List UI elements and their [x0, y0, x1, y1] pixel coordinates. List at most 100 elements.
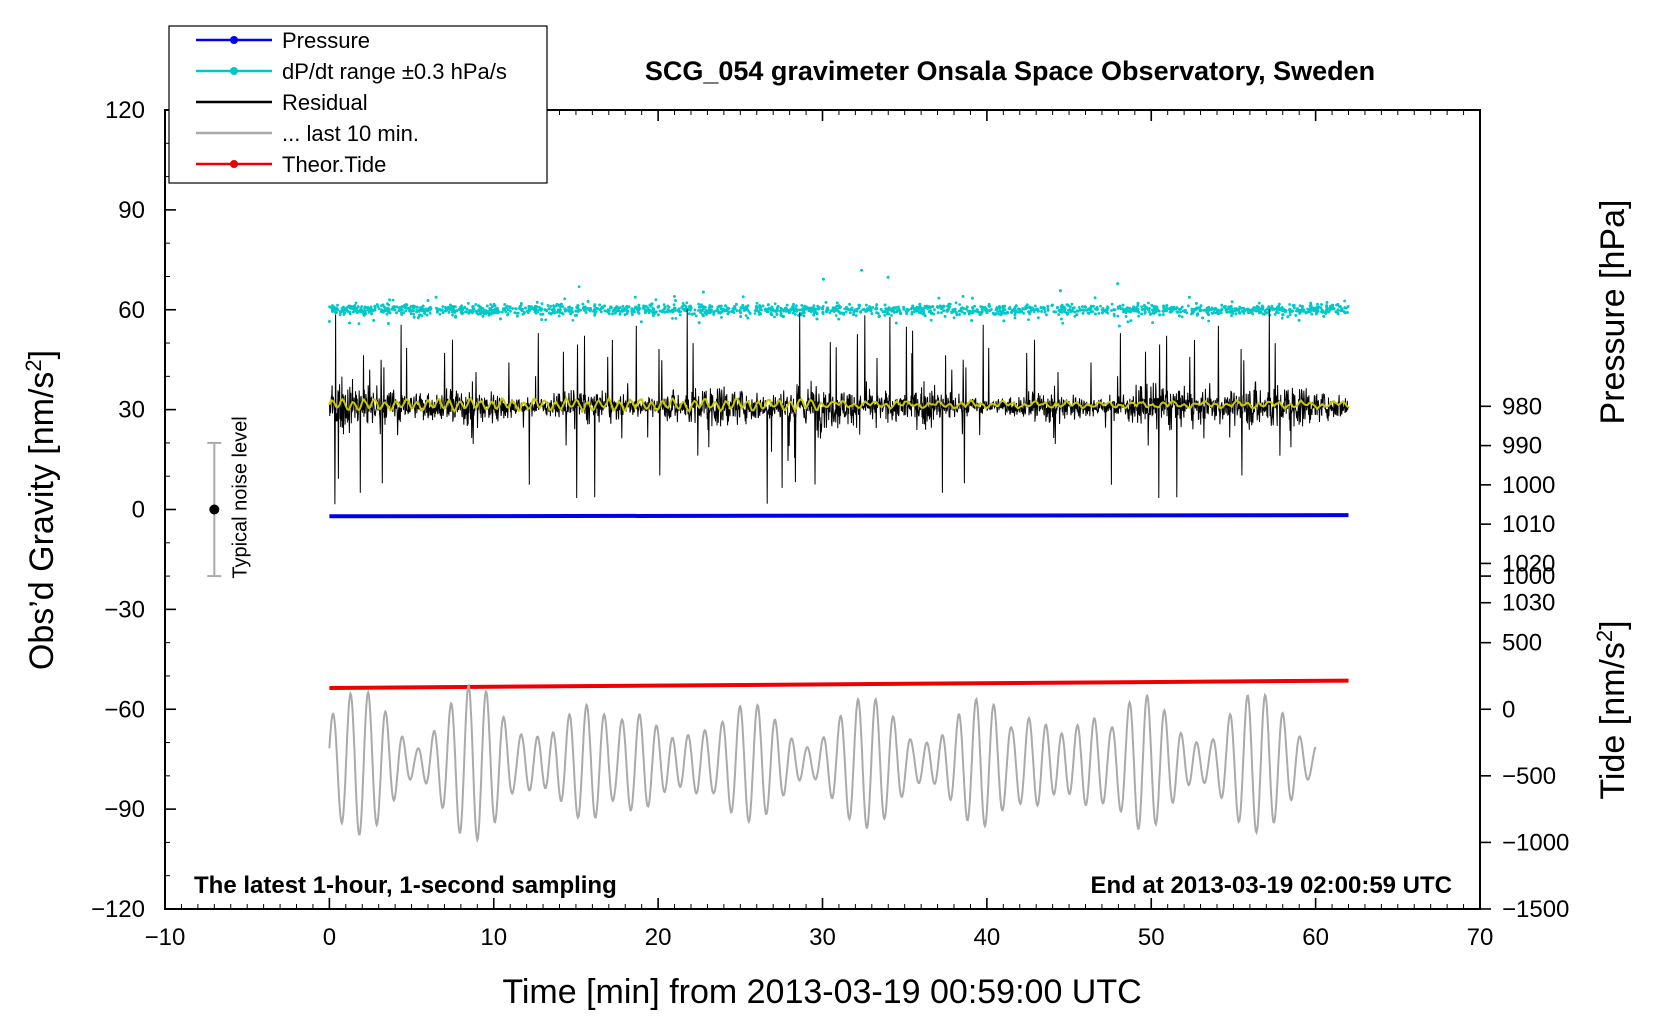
- dpdt-point: [1219, 311, 1223, 315]
- dpdt-point: [652, 314, 655, 318]
- dpdt-point: [656, 305, 660, 309]
- dpdt-point: [450, 306, 454, 309]
- dpdt-point: [971, 306, 974, 309]
- dpdt-point: [1230, 314, 1233, 318]
- dpdt-point: [792, 304, 795, 308]
- dpdt-point: [662, 303, 666, 307]
- dpdt-point: [1059, 308, 1062, 312]
- dpdt-point: [1124, 311, 1128, 315]
- dpdt-point: [504, 306, 508, 310]
- dpdt-point: [670, 308, 674, 312]
- dpdt-point: [1027, 310, 1030, 314]
- dpdt-point: [1212, 308, 1216, 311]
- dpdt-point: [524, 306, 527, 310]
- dpdt-point: [1320, 303, 1323, 306]
- dpdt-point: [569, 312, 573, 316]
- dpdt-point: [596, 307, 599, 311]
- dpdt-point: [465, 310, 468, 314]
- dpdt-point: [406, 306, 410, 310]
- dpdt-point: [1018, 308, 1021, 311]
- dpdt-point: [1202, 308, 1206, 312]
- legend-label: dP/dt range ±0.3 hPa/s: [282, 59, 507, 84]
- dpdt-point: [1118, 324, 1121, 328]
- dpdt-point: [828, 311, 832, 315]
- dpdt-point: [883, 310, 887, 313]
- dpdt-point: [625, 305, 629, 308]
- dpdt-point: [947, 307, 950, 311]
- dpdt-point: [640, 320, 643, 324]
- dpdt-point: [1053, 310, 1057, 314]
- dpdt-point: [905, 310, 908, 313]
- dpdt-point: [555, 302, 559, 306]
- dpdt-point: [460, 304, 464, 308]
- dpdt-point: [674, 317, 678, 320]
- y-left-tick-label: −60: [104, 696, 145, 723]
- dpdt-point: [1055, 306, 1059, 309]
- dpdt-point: [564, 308, 567, 311]
- dpdt-point: [1155, 309, 1159, 313]
- dpdt-point: [625, 309, 628, 313]
- dpdt-point: [883, 303, 887, 307]
- dpdt-point: [413, 305, 417, 308]
- dpdt-point: [1003, 311, 1006, 315]
- y-left-tick-label: −120: [91, 896, 145, 923]
- dpdt-point: [584, 311, 588, 314]
- dpdt-point: [665, 310, 669, 314]
- dpdt-point: [1172, 307, 1175, 311]
- dpdt-point: [928, 309, 932, 313]
- annotation-sampling: The latest 1-hour, 1-second sampling: [194, 872, 617, 899]
- dpdt-point: [673, 308, 677, 312]
- dpdt-point: [1162, 305, 1166, 308]
- chart-title: SCG_054 gravimeter Onsala Space Observat…: [645, 56, 1375, 86]
- dpdt-point: [1101, 307, 1105, 310]
- dpdt-point: [1277, 306, 1281, 310]
- dpdt-point: [471, 309, 475, 312]
- dpdt-point: [902, 307, 906, 311]
- dpdt-point: [1129, 319, 1133, 323]
- dpdt-point: [1071, 309, 1074, 313]
- dpdt-point: [1013, 306, 1017, 309]
- dpdt-point: [471, 305, 475, 308]
- dpdt-point: [663, 306, 667, 310]
- dpdt-point: [356, 305, 360, 309]
- dpdt-point: [423, 312, 426, 315]
- dpdt-point: [418, 313, 421, 317]
- dpdt-point: [958, 303, 962, 306]
- dpdt-point: [1057, 313, 1061, 316]
- dpdt-point: [617, 309, 620, 312]
- dpdt-point: [821, 311, 825, 315]
- dpdt-point: [454, 315, 457, 319]
- dpdt-point: [522, 311, 526, 315]
- dpdt-point: [600, 305, 604, 309]
- dpdt-point: [1083, 305, 1087, 309]
- dpdt-point: [1280, 306, 1284, 309]
- dpdt-point: [1165, 304, 1169, 307]
- dpdt-point: [813, 311, 816, 315]
- dpdt-point: [1188, 295, 1191, 299]
- dpdt-point: [1329, 304, 1332, 308]
- y-right-tide-label: Tide [nm/s2]: [1592, 620, 1633, 799]
- dpdt-point: [1042, 307, 1046, 311]
- legend-label: Residual: [282, 90, 368, 115]
- pressure-line: [329, 513, 1349, 519]
- dpdt-point: [842, 312, 845, 316]
- dpdt-point: [359, 307, 363, 311]
- y-left-axis-ticks: 120 90 60 30 0 −30 −60 −90 −120: [91, 97, 176, 923]
- dpdt-point: [1013, 316, 1017, 320]
- dpdt-point: [788, 311, 791, 314]
- dpdt-point: [336, 303, 339, 307]
- dpdt-point: [465, 307, 469, 311]
- dpdt-point: [560, 311, 564, 315]
- x-tick-label: 20: [645, 924, 672, 951]
- dpdt-point: [1288, 303, 1291, 306]
- dpdt-point: [998, 305, 1001, 308]
- dpdt-point: [1110, 302, 1114, 306]
- dpdt-point: [870, 312, 874, 315]
- dpdt-point: [428, 305, 432, 309]
- dpdt-point: [386, 309, 390, 312]
- dpdt-point: [980, 307, 984, 311]
- dpdt-point: [1336, 312, 1340, 316]
- dpdt-point: [1325, 305, 1329, 308]
- dpdt-point: [1144, 307, 1147, 311]
- dpdt-point: [1346, 305, 1350, 308]
